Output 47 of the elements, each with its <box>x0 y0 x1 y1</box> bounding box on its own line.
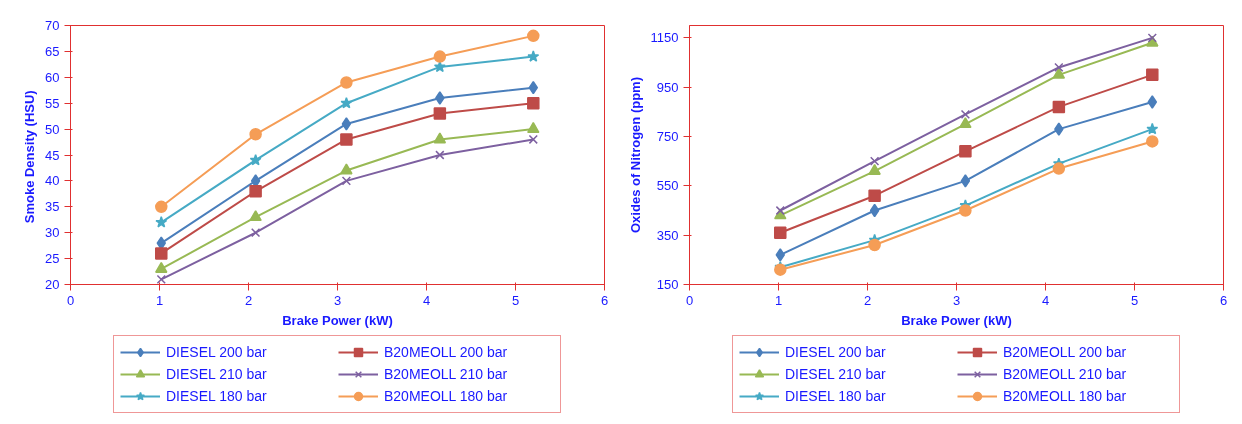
x-tick-label: 1 <box>155 292 164 308</box>
x-tick-label: 3 <box>333 292 342 308</box>
legend-label: B20MEOLL 180 bar <box>384 388 509 404</box>
y-tick-label: 1150 <box>650 30 679 46</box>
x-tick-label: 0 <box>685 292 694 308</box>
legend-label: DIESEL 200 bar <box>166 344 268 360</box>
y-tick-label: 65 <box>45 43 60 59</box>
x-tick-label: 4 <box>422 292 431 308</box>
y-tick-label: 750 <box>656 129 679 144</box>
legend-label: B20MEOLL 210 bar <box>384 366 509 382</box>
y-tick-label: 70 <box>45 18 60 33</box>
y-tick-label: 950 <box>656 79 679 95</box>
y-tick-label: 40 <box>45 173 60 189</box>
legend-label: B20MEOLL 200 bar <box>384 344 509 360</box>
y-axis-title: Smoke Density (HSU) <box>22 90 38 224</box>
x-tick-label: 2 <box>244 292 253 308</box>
x-tick-label: 2 <box>863 292 872 308</box>
x-tick-label: 3 <box>952 292 961 308</box>
x-axis-title: Brake Power (kW) <box>901 312 1012 328</box>
legend-label: B20MEOLL 210 bar <box>1003 366 1128 382</box>
y-tick-label: 45 <box>45 147 60 163</box>
legend-label: DIESEL 210 bar <box>166 366 268 382</box>
x-tick-label: 0 <box>66 292 75 308</box>
legend-label: DIESEL 180 bar <box>166 388 268 404</box>
y-tick-label: 30 <box>45 225 60 241</box>
y-axis-title: Oxides of Nitrogen (ppm) <box>627 77 643 233</box>
legend-label: DIESEL 200 bar <box>785 344 887 360</box>
x-tick-label: 1 <box>774 292 783 308</box>
x-tick-label: 6 <box>1219 292 1228 308</box>
x-tick-label: 4 <box>1041 292 1050 308</box>
legend-label: B20MEOLL 200 bar <box>1003 344 1128 360</box>
y-tick-label: 50 <box>45 121 60 137</box>
x-tick-label: 5 <box>511 292 520 308</box>
y-tick-label: 60 <box>45 69 60 85</box>
y-tick-label: 350 <box>656 227 679 243</box>
y-tick-label: 55 <box>45 95 60 111</box>
x-tick-label: 5 <box>1130 292 1139 308</box>
y-tick-label: 150 <box>656 277 679 292</box>
legend-label: DIESEL 180 bar <box>785 388 887 404</box>
x-axis-title: Brake Power (kW) <box>282 312 393 328</box>
y-tick-label: 20 <box>45 277 60 292</box>
y-tick-label: 35 <box>45 199 60 215</box>
y-tick-label: 25 <box>45 251 60 267</box>
y-tick-label: 550 <box>656 178 679 194</box>
legend-label: DIESEL 210 bar <box>785 366 887 382</box>
legend-label: B20MEOLL 180 bar <box>1003 388 1128 404</box>
x-tick-label: 6 <box>600 292 609 308</box>
